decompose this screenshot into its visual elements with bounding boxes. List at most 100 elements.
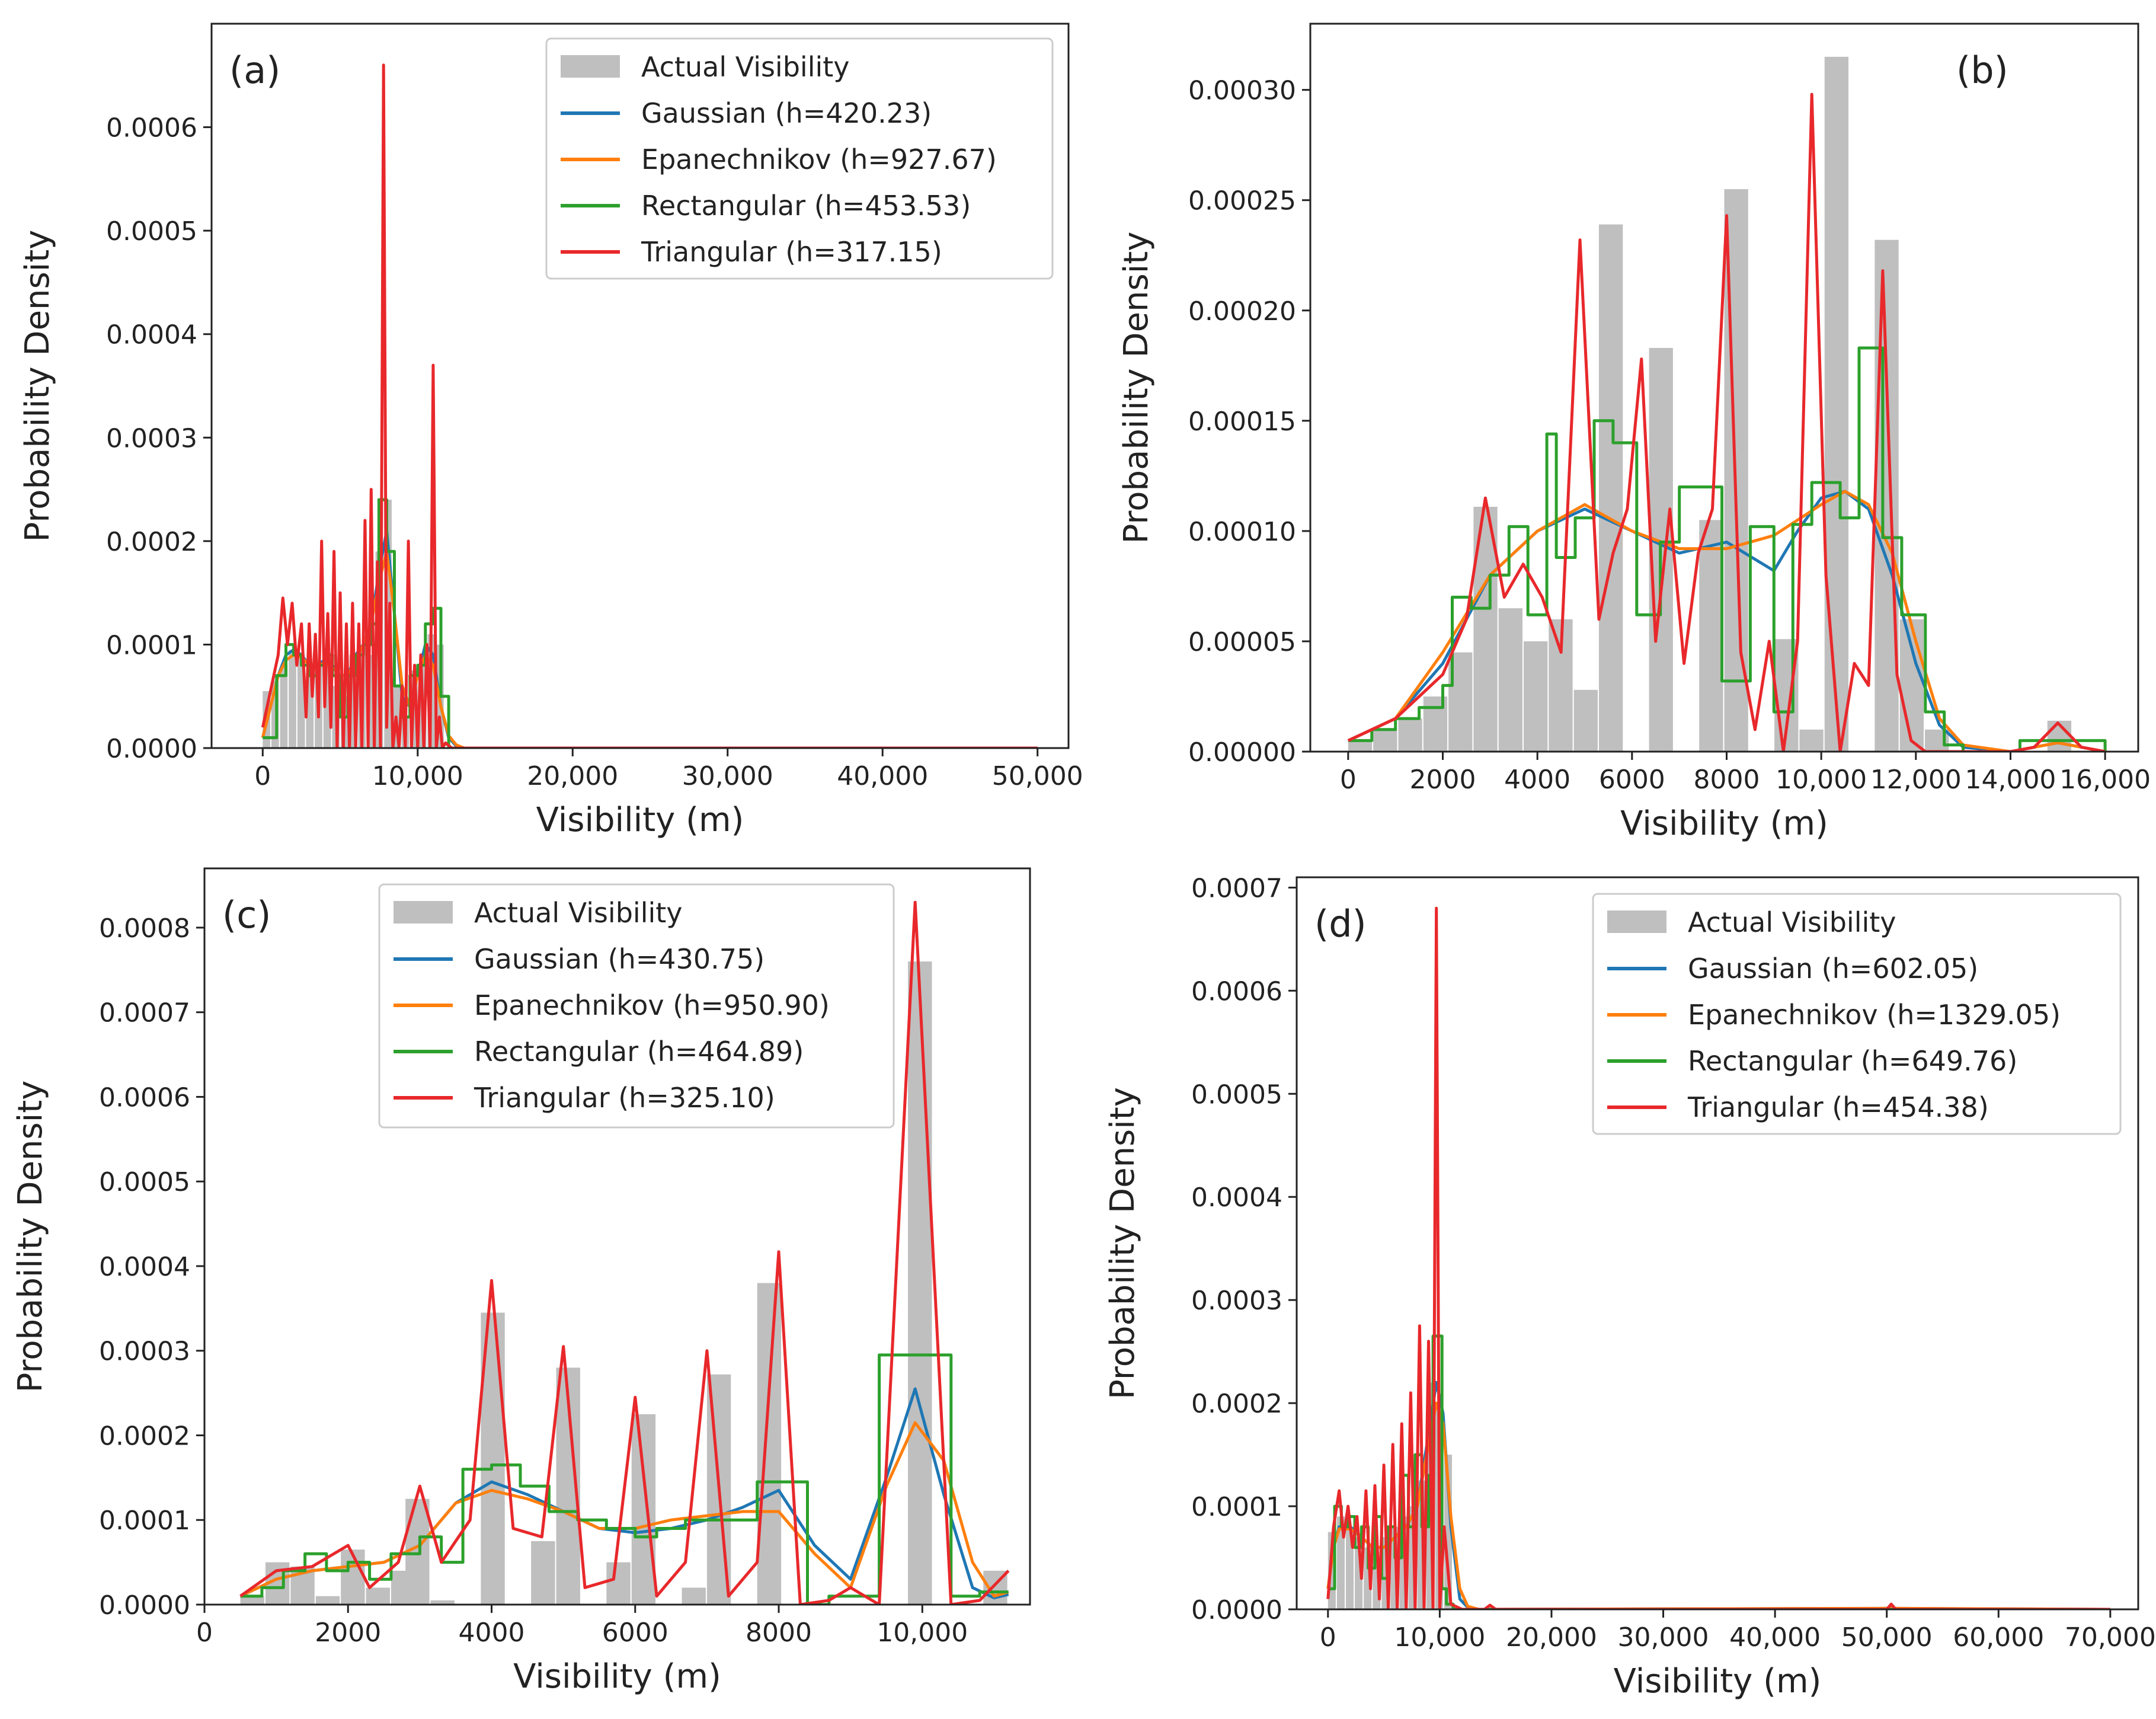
x-tick-label: 2000: [1410, 765, 1476, 795]
y-tick-label: 0.0002: [106, 527, 197, 557]
legend-label: Gaussian (h=602.05): [1688, 953, 1978, 985]
y-tick-label: 0.0006: [106, 113, 197, 143]
y-axis-label: Probability Density: [18, 230, 57, 542]
x-tick-label: 60,000: [1953, 1622, 2044, 1653]
y-tick-label: 0.0004: [1191, 1183, 1282, 1213]
y-tick-label: 0.00010: [1188, 517, 1296, 547]
legend-label: Rectangular (h=649.76): [1688, 1045, 2017, 1077]
histogram-bar: [1398, 718, 1422, 752]
series-line-epanechnikov: [239, 1421, 1009, 1598]
legend-label: Triangular (h=325.10): [474, 1082, 775, 1114]
x-tick-label: 0: [196, 1618, 213, 1648]
histogram-bar: [1874, 239, 1899, 752]
x-tick-label: 50,000: [1841, 1622, 1933, 1653]
x-tick-label: 2000: [315, 1618, 381, 1648]
x-tick-label: 0: [1320, 1622, 1336, 1653]
histogram-bar: [1573, 689, 1598, 752]
legend-label: Gaussian (h=430.75): [474, 943, 764, 975]
x-tick-label: 20,000: [1506, 1622, 1597, 1653]
histogram: [1348, 56, 2072, 752]
y-tick-label: 0.00015: [1188, 407, 1296, 437]
legend-swatch-actual: [561, 55, 620, 78]
y-tick-label: 0.0006: [99, 1082, 190, 1113]
series-line-rectangular: [1348, 346, 2107, 752]
histogram-bar: [757, 1283, 782, 1605]
plot-frame: [1295, 876, 2139, 1611]
x-tick-label: 0: [254, 761, 271, 791]
y-tick-label: 0.0001: [106, 630, 197, 660]
series-line-triangular: [239, 900, 1010, 1605]
x-tick-label: 20,000: [527, 761, 618, 791]
legend-swatch-actual: [394, 901, 453, 924]
x-tick-label: 40,000: [837, 761, 928, 791]
x-tick-label: 30,000: [1618, 1622, 1709, 1653]
histogram-bar: [430, 1600, 455, 1605]
plot-frame: [1309, 23, 2139, 753]
legend-label: Epanechnikov (h=1329.05): [1688, 999, 2061, 1031]
x-tick-label: 40,000: [1729, 1622, 1821, 1653]
y-tick-label: 0.0001: [1191, 1492, 1282, 1522]
y-tick-label: 0.0002: [99, 1421, 190, 1451]
y-tick-label: 0.0005: [106, 216, 197, 247]
plot-frame: [203, 867, 1031, 1606]
x-tick-label: 0: [1340, 765, 1357, 795]
histogram-bar: [341, 1549, 365, 1605]
panel-c: 0 2000 4000 6000 8000 10,000 0.0000 0.0001 0.000…: [11, 867, 1031, 1696]
histogram-bar: [280, 665, 288, 748]
legend-label: Triangular (h=317.15): [641, 236, 942, 268]
x-tick-label: 10,000: [877, 1618, 968, 1648]
histogram-bar: [366, 1587, 390, 1605]
y-tick-label: 0.00020: [1188, 296, 1296, 327]
histogram-bar: [1373, 729, 1397, 752]
y-tick-label: 0.0002: [1191, 1389, 1282, 1419]
series-line-epanechnikov: [1347, 490, 2106, 752]
y-tick-label: 0.0006: [1191, 976, 1282, 1007]
histogram-bar: [1598, 224, 1623, 752]
legend-label: Triangular (h=454.38): [1687, 1091, 1989, 1123]
y-tick-label: 0.00000: [1188, 737, 1296, 768]
panel-label: (d): [1314, 902, 1367, 945]
x-tick-label: 12,000: [1870, 765, 1962, 795]
panel-label: (b): [1956, 49, 2008, 92]
histogram-bar: [289, 650, 296, 748]
histogram-bar: [908, 961, 932, 1605]
y-tick-label: 0.0000: [99, 1590, 190, 1621]
legend-label: Rectangular (h=464.89): [474, 1036, 804, 1068]
panel-label: (c): [222, 893, 271, 937]
histogram-bar: [1336, 1516, 1345, 1609]
x-tick-label: 10,000: [1776, 765, 1867, 795]
y-tick-label: 0.0001: [99, 1506, 190, 1536]
x-tick-label: 70,000: [2065, 1622, 2156, 1653]
legend-label: Actual Visibility: [641, 51, 850, 83]
legend: Actual Visibility Gaussian (h=420.23) Epan…: [545, 37, 1054, 280]
x-axis-label: Visibility (m): [536, 801, 744, 839]
histogram-bar: [631, 1414, 656, 1605]
x-tick-label: 4000: [1504, 765, 1570, 795]
x-tick-label: 8000: [1693, 765, 1760, 795]
x-tick-label: 16,000: [2059, 765, 2151, 795]
panel-b: 0 2000 4000 6000 8000 10,000 12,000 14,000 16,00…: [1117, 23, 2151, 843]
legend-label: Actual Visibility: [474, 897, 683, 929]
legend-box: [545, 37, 1054, 280]
histogram-bar: [1498, 608, 1523, 752]
histogram-bar: [531, 1541, 555, 1605]
series-line-triangular: [1347, 92, 2106, 752]
x-axis-label: Visibility (m): [513, 1657, 721, 1696]
y-tick-label: 0.0005: [99, 1167, 190, 1197]
histogram-bar: [1348, 740, 1373, 752]
histogram-bar: [240, 1596, 264, 1605]
x-tick-label: 14,000: [1965, 765, 2056, 795]
legend-swatch-actual: [1607, 910, 1666, 933]
x-tick-label: 30,000: [682, 761, 773, 791]
y-tick-label: 0.0003: [106, 423, 197, 453]
y-tick-label: 0.0008: [99, 913, 190, 944]
series-line-triangular: [261, 63, 1038, 748]
x-tick-label: 6000: [602, 1618, 668, 1648]
panel-a: 0 10,000 20,000 30,000 40,000 50,000 0.0000 0.0…: [18, 23, 1083, 839]
x-axis-label: Visibility (m): [1614, 1662, 1822, 1701]
y-tick-label: 0.0003: [99, 1337, 190, 1367]
x-tick-label: 6000: [1599, 765, 1665, 795]
y-tick-label: 0.0003: [1191, 1286, 1282, 1316]
histogram-bar: [1524, 641, 1548, 752]
